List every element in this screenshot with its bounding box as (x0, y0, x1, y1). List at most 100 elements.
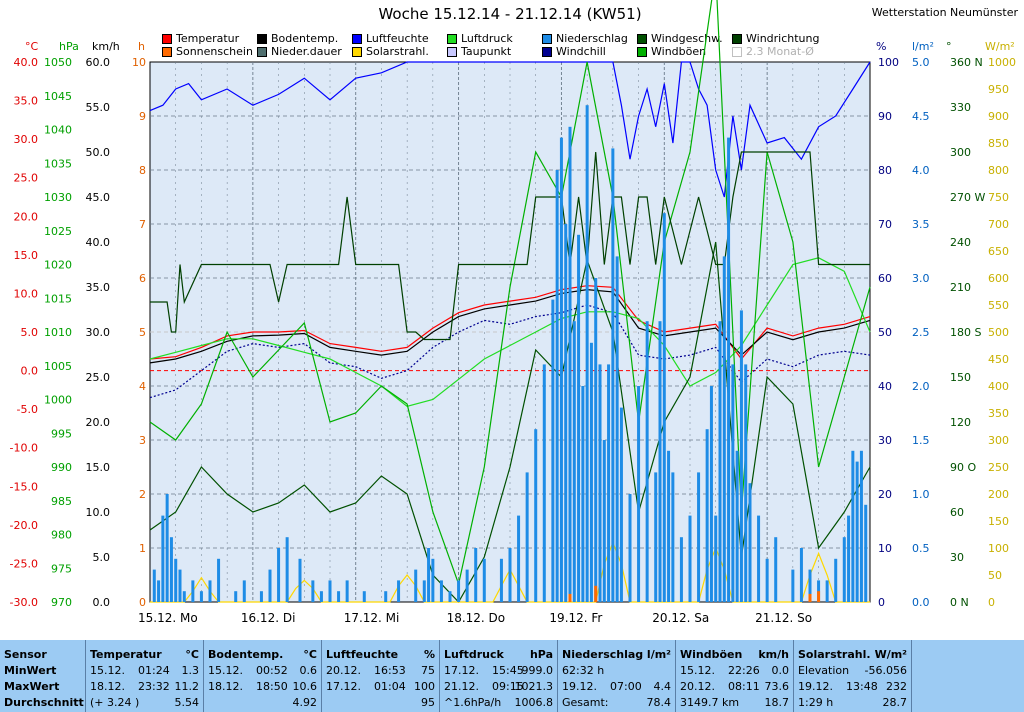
legend-label: Luftfeuchte (366, 32, 429, 45)
stats-row: 18.12. 18:50 10.6 (208, 680, 317, 693)
legend-item: Taupunkt (447, 45, 511, 58)
axis-tick-rain: 2.5 (912, 326, 930, 339)
bar-niederschlag (577, 234, 581, 603)
bar-niederschlag (182, 591, 186, 602)
bar-niederschlag (157, 580, 161, 602)
bar-niederschlag (688, 515, 692, 602)
axis-tick-direction: 270 W (950, 191, 985, 204)
bar-niederschlag (602, 440, 606, 602)
bar-niederschlag (397, 580, 401, 602)
axis-tick-humidity: 80 (878, 164, 892, 177)
axis-tick-wind: 15.0 (86, 461, 111, 474)
stats-row: 20.12. 08:11 73.6 (680, 680, 789, 693)
axis-tick-pressure: 975 (51, 562, 72, 575)
legend-label: Windgeschw. (651, 32, 723, 45)
axis-tick-pressure: 995 (51, 427, 72, 440)
axis-tick-sun: 3 (139, 434, 146, 447)
axis-tick-pressure: 1015 (44, 292, 72, 305)
legend-item: Solarstrahl. (352, 45, 429, 58)
bar-niederschlag (744, 364, 748, 602)
series-line-luftdruck (149, 257, 871, 407)
axis-tick-solar: 250 (988, 461, 1009, 474)
axis-tick-wind: 25.0 (86, 371, 111, 384)
bar-niederschlag (679, 537, 683, 602)
axis-tick-solar: 650 (988, 245, 1009, 258)
legend-swatch (637, 33, 647, 44)
stats-header: Sensor (4, 648, 47, 661)
bar-niederschlag (748, 483, 752, 602)
axis-tick-solar: 900 (988, 110, 1009, 123)
bar-niederschlag (551, 299, 555, 602)
stats-column: Bodentemp. °C 15.12. 00:52 0.6 18.12. 18:50 10.… (204, 640, 322, 712)
bar-niederschlag (542, 364, 546, 602)
bar-niederschlag (864, 504, 868, 602)
bar-niederschlag (482, 558, 486, 602)
stats-row: 19.12. 13:48 232 (798, 680, 907, 693)
bar-niederschlag (589, 342, 593, 602)
axis-tick-humidity: 40 (878, 380, 892, 393)
axis-tick-sun: 2 (139, 488, 146, 501)
axis-tick-solar: 700 (988, 218, 1009, 231)
axis-tick-rain: 1.5 (912, 434, 930, 447)
legend-item: Luftfeuchte (352, 32, 429, 45)
bar-sonnenschein (568, 593, 572, 602)
bar-niederschlag (208, 580, 212, 602)
bar-niederschlag (585, 105, 589, 602)
axis-tick-sun: 4 (139, 380, 146, 393)
stats-column: Windböen km/h 15.12. 22:26 0.0 20.12. 08:11 73.… (676, 640, 794, 712)
stats-header: Luftdruck hPa (444, 648, 553, 661)
stats-column: Temperatur °C 15.12. 01:24 1.3 18.12. 23:32 11.… (86, 640, 204, 712)
axis-tick-rain: 1.0 (912, 488, 930, 501)
legend-item: Sonnenschein (162, 45, 253, 58)
stats-row: Durchschnitt (4, 696, 84, 709)
bar-niederschlag (722, 256, 726, 602)
series-line-temperatur (149, 285, 871, 360)
axis-tick-temp: 30.0 (14, 133, 39, 146)
axis-tick-wind: 5.0 (93, 551, 111, 564)
x-tick-label: 16.12. Di (241, 611, 296, 625)
bar-niederschlag (714, 515, 718, 602)
axis-tick-rain: 3.0 (912, 272, 930, 285)
statistics-table: Sensor MinWert MaxWert Durchschnitt Temperat… (0, 640, 1024, 712)
axis-tick-temp: 25.0 (14, 172, 39, 185)
bar-niederschlag (705, 429, 709, 602)
axis-unit-sun: h (138, 40, 145, 53)
bar-niederschlag (298, 558, 302, 602)
bar-niederschlag (319, 591, 323, 602)
legend-swatch (542, 33, 552, 44)
bar-niederschlag (774, 537, 778, 602)
axis-unit-wind: km/h (92, 40, 120, 53)
stats-row: 18.12. 23:32 11.2 (90, 680, 199, 693)
bar-niederschlag (667, 450, 671, 602)
stats-row: ^1.6hPa/h 1006.8 (444, 696, 553, 709)
bar-niederschlag (268, 569, 272, 602)
stats-row: 4.92 (292, 696, 318, 709)
axis-tick-solar: 400 (988, 380, 1009, 393)
bar-niederschlag (439, 580, 443, 602)
legend-item: Bodentemp. (257, 32, 338, 45)
axis-tick-solar: 800 (988, 164, 1009, 177)
axis-tick-solar: 950 (988, 83, 1009, 96)
bar-niederschlag (242, 580, 246, 602)
stats-header: Windböen km/h (680, 648, 789, 661)
axis-tick-temp: 40.0 (14, 56, 39, 69)
legend-swatch (542, 46, 552, 57)
axis-tick-sun: 1 (139, 542, 146, 555)
stats-row: (+ 3.24 ) 5.54 (90, 696, 199, 709)
bar-niederschlag (534, 429, 538, 602)
bar-niederschlag (615, 256, 619, 602)
x-tick-label: 20.12. Sa (652, 611, 709, 625)
stats-row: 62:32 h (562, 664, 605, 677)
bar-niederschlag (855, 461, 859, 602)
legend-item: 2.3 Monat-Ø (732, 45, 814, 58)
axis-tick-sun: 10 (132, 56, 146, 69)
axis-tick-solar: 350 (988, 407, 1009, 420)
legend-label: Sonnenschein (176, 45, 253, 58)
axis-tick-direction: 120 (950, 416, 971, 429)
axis-tick-direction: 90 O (950, 461, 976, 474)
bar-niederschlag (834, 558, 838, 602)
axis-tick-sun: 7 (139, 218, 146, 231)
axis-tick-direction: 30 (950, 551, 964, 564)
stats-row: 15.12. 22:26 0.0 (680, 664, 789, 677)
legend-swatch (732, 46, 742, 57)
